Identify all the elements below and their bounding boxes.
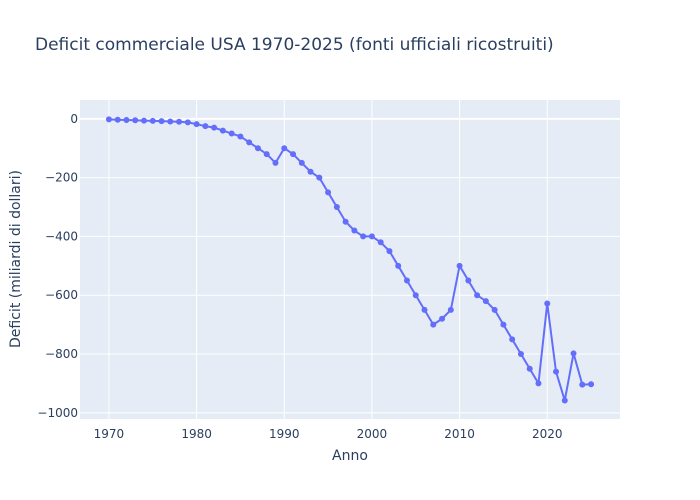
data-point[interactable] [219, 127, 226, 134]
data-point[interactable] [325, 189, 332, 196]
data-point[interactable] [263, 151, 270, 158]
x-tick-label: 1980 [181, 427, 212, 441]
x-tick-label: 1970 [94, 427, 125, 441]
series-layer [105, 116, 595, 404]
data-point[interactable] [281, 145, 288, 152]
data-point[interactable] [298, 159, 305, 166]
data-point[interactable] [254, 145, 261, 152]
data-point[interactable] [360, 233, 367, 240]
y-tick-label: −200 [45, 171, 78, 185]
data-point[interactable] [482, 298, 489, 305]
data-point[interactable] [474, 292, 481, 299]
data-point[interactable] [228, 130, 235, 137]
x-tick-label: 2020 [532, 427, 563, 441]
data-point[interactable] [465, 277, 472, 284]
data-point[interactable] [307, 168, 314, 175]
data-point[interactable] [105, 116, 112, 123]
data-point[interactable] [132, 117, 139, 124]
data-point[interactable] [316, 174, 323, 181]
data-point[interactable] [290, 151, 297, 158]
data-point[interactable] [237, 133, 244, 140]
data-point[interactable] [535, 380, 542, 387]
data-point[interactable] [526, 365, 533, 372]
data-point[interactable] [123, 116, 130, 123]
y-tick-label: −1000 [37, 406, 78, 420]
data-point[interactable] [395, 262, 402, 269]
data-point[interactable] [272, 159, 279, 166]
data-point[interactable] [176, 118, 183, 125]
data-point[interactable] [246, 139, 253, 146]
data-point[interactable] [430, 321, 437, 328]
y-axis-ticks: 0 −200 −400 −600 −800 −1000 [37, 112, 78, 420]
data-point[interactable] [342, 218, 349, 225]
data-point[interactable] [386, 248, 393, 255]
y-tick-label: 0 [70, 112, 78, 126]
data-point[interactable] [553, 368, 560, 375]
data-point[interactable] [211, 124, 218, 131]
chart-title: Deficit commerciale USA 1970-2025 (fonti… [35, 35, 554, 55]
y-axis-title: Deficit (miliardi di dollari) [8, 170, 24, 348]
data-point[interactable] [544, 300, 551, 307]
data-point[interactable] [351, 227, 358, 234]
data-point[interactable] [588, 381, 595, 388]
data-point[interactable] [500, 321, 507, 328]
data-point[interactable] [184, 119, 191, 126]
data-point[interactable] [114, 116, 121, 123]
x-axis-ticks: 1970 1980 1990 2000 2010 2020 [94, 427, 563, 441]
x-tick-label: 1990 [269, 427, 300, 441]
data-point[interactable] [456, 262, 463, 269]
data-point[interactable] [412, 292, 419, 299]
data-point[interactable] [377, 239, 384, 246]
data-point[interactable] [167, 118, 174, 125]
data-point[interactable] [140, 117, 147, 124]
data-point[interactable] [570, 350, 577, 357]
y-tick-label: −800 [45, 347, 78, 361]
x-tick-label: 2010 [444, 427, 475, 441]
data-point[interactable] [561, 397, 568, 404]
x-tick-label: 2000 [357, 427, 388, 441]
data-point[interactable] [447, 306, 454, 313]
data-point[interactable] [491, 306, 498, 313]
grid-lines [80, 100, 620, 419]
data-point[interactable] [368, 233, 375, 240]
data-point[interactable] [149, 117, 156, 124]
data-point[interactable] [517, 351, 524, 358]
data-point[interactable] [193, 121, 200, 128]
data-point[interactable] [509, 336, 516, 343]
data-point[interactable] [439, 315, 446, 322]
data-point[interactable] [158, 118, 165, 125]
data-point[interactable] [421, 306, 428, 313]
x-axis-title: Anno [332, 448, 368, 464]
data-point[interactable] [333, 204, 340, 211]
y-tick-label: −600 [45, 288, 78, 302]
data-point[interactable] [579, 381, 586, 388]
data-point[interactable] [403, 277, 410, 284]
data-point[interactable] [202, 123, 209, 130]
y-tick-label: −400 [45, 229, 78, 243]
